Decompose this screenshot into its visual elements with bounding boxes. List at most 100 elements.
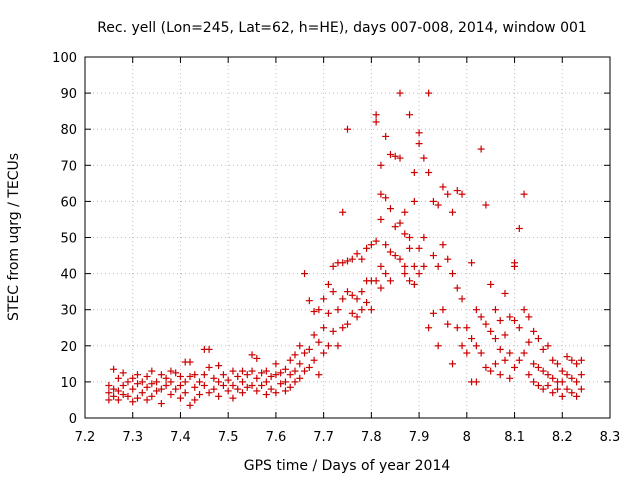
data-point xyxy=(391,252,399,260)
data-point xyxy=(262,391,270,399)
data-point xyxy=(401,208,409,216)
data-point xyxy=(386,248,394,256)
data-point xyxy=(272,371,280,379)
data-point xyxy=(167,367,175,375)
data-point xyxy=(377,262,385,270)
data-point xyxy=(110,385,118,393)
data-point xyxy=(439,241,447,249)
data-point xyxy=(334,306,342,314)
data-point xyxy=(353,313,361,321)
data-point xyxy=(511,317,519,325)
data-point xyxy=(520,190,528,198)
y-tick-label: 100 xyxy=(52,51,77,66)
data-point xyxy=(353,295,361,303)
data-point xyxy=(573,360,581,368)
data-point xyxy=(491,335,499,343)
data-point xyxy=(444,320,452,328)
data-point xyxy=(506,349,514,357)
data-point xyxy=(191,371,199,379)
data-point xyxy=(196,378,204,386)
data-point xyxy=(148,367,156,375)
x-tick-label: 7.4 xyxy=(170,430,191,445)
data-point xyxy=(468,259,476,267)
data-point xyxy=(425,324,433,332)
data-point xyxy=(305,297,313,305)
data-point xyxy=(296,342,304,350)
data-point xyxy=(219,382,227,390)
data-point xyxy=(320,349,328,357)
data-point xyxy=(501,331,509,339)
data-point xyxy=(415,140,423,148)
data-point xyxy=(153,387,161,395)
data-point xyxy=(324,280,332,288)
data-point xyxy=(229,367,237,375)
data-point xyxy=(472,378,480,386)
data-point xyxy=(119,391,127,399)
data-point xyxy=(401,262,409,270)
data-point xyxy=(281,378,289,386)
y-axis-label: STEC from uqrg / TECUs xyxy=(6,153,22,321)
data-point xyxy=(425,169,433,177)
data-point xyxy=(248,382,256,390)
data-point xyxy=(544,371,552,379)
data-point xyxy=(573,392,581,400)
data-point xyxy=(210,385,218,393)
data-point xyxy=(401,230,409,238)
data-point xyxy=(114,374,122,382)
data-point xyxy=(472,306,480,314)
data-point xyxy=(472,342,480,350)
data-point xyxy=(420,262,428,270)
data-point xyxy=(162,374,170,382)
data-point xyxy=(320,324,328,332)
data-point xyxy=(281,387,289,395)
data-point xyxy=(439,183,447,191)
data-point xyxy=(515,356,523,364)
data-point xyxy=(253,354,261,362)
data-point xyxy=(344,320,351,328)
data-point xyxy=(134,394,141,402)
data-point xyxy=(291,367,299,375)
data-point xyxy=(568,389,576,397)
data-point xyxy=(329,262,337,270)
data-point xyxy=(348,309,356,317)
data-point xyxy=(382,194,390,202)
data-point xyxy=(219,371,227,379)
data-point xyxy=(549,356,557,364)
data-point xyxy=(320,295,328,303)
data-point xyxy=(143,396,151,404)
data-point xyxy=(367,241,375,249)
data-point xyxy=(525,338,533,346)
data-point xyxy=(291,378,299,386)
data-point xyxy=(449,270,456,278)
data-point xyxy=(429,252,437,260)
data-point xyxy=(124,378,132,386)
data-point xyxy=(186,358,194,366)
data-point xyxy=(520,349,528,357)
data-point xyxy=(487,280,495,288)
data-point xyxy=(391,223,399,231)
data-point xyxy=(229,382,237,390)
data-point xyxy=(296,374,304,382)
data-point xyxy=(243,383,251,391)
y-tick-label: 90 xyxy=(60,87,77,102)
data-point xyxy=(449,208,456,216)
data-point xyxy=(348,255,356,263)
data-point xyxy=(334,342,342,350)
data-point xyxy=(315,371,323,379)
data-point xyxy=(410,262,418,270)
data-point xyxy=(329,327,337,335)
data-point xyxy=(415,129,423,137)
data-point xyxy=(281,365,289,373)
data-point xyxy=(477,145,485,153)
data-point xyxy=(534,335,542,343)
data-point xyxy=(267,372,275,380)
data-point xyxy=(114,387,122,395)
data-point xyxy=(215,362,223,370)
data-point xyxy=(401,270,409,278)
data-point xyxy=(410,197,418,205)
data-point xyxy=(143,372,151,380)
data-point xyxy=(138,378,146,386)
data-point xyxy=(129,374,137,382)
data-point xyxy=(434,201,442,209)
y-tick-label: 60 xyxy=(60,195,77,210)
